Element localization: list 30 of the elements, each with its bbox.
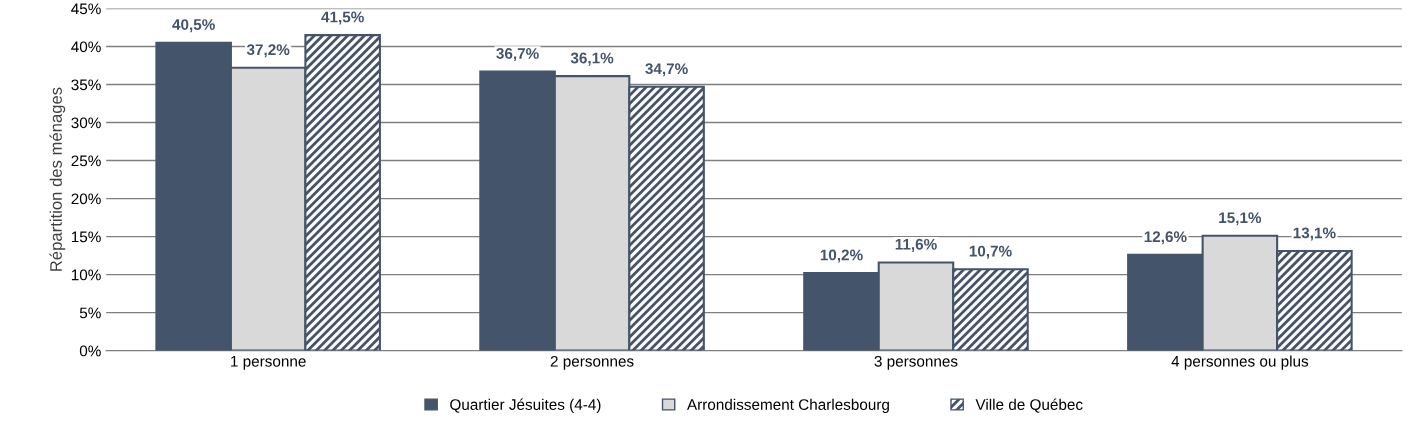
y-tick-label: 15%: [71, 231, 101, 243]
y-axis-title: Répartition des ménages: [49, 87, 66, 271]
data-label: 37,2%: [246, 44, 290, 58]
x-tick-label: 2 personnes: [550, 355, 634, 370]
y-tick-label: 35%: [71, 79, 101, 91]
data-label: 36,1%: [570, 52, 614, 66]
x-tick-label: 4 personnes ou plus: [1171, 355, 1309, 370]
y-tick-label: 45%: [71, 3, 101, 15]
legend-label: Arrondissement Charlesbourg: [686, 398, 889, 413]
y-tick-label: 40%: [71, 41, 101, 53]
data-label: 40,5%: [172, 19, 215, 33]
legend-label: Ville de Québec: [975, 398, 1083, 413]
y-tick-label: 10%: [71, 269, 101, 281]
y-tick-label: 5%: [79, 307, 101, 319]
data-label: 36,7%: [496, 48, 539, 62]
data-label: 34,7%: [645, 63, 688, 77]
data-label: 15,1%: [1219, 212, 1262, 226]
data-label: 10,2%: [820, 249, 863, 263]
x-tick-label: 1 personne: [231, 356, 306, 370]
legend-label: Quartier Jésuites (4-4): [450, 398, 601, 413]
data-label: 41,5%: [321, 11, 364, 25]
y-tick-label: 20%: [71, 193, 101, 205]
y-tick-label: 30%: [71, 117, 101, 129]
x-tick-label: 3 personnes: [874, 355, 958, 370]
y-tick-label: 0%: [79, 345, 101, 357]
y-tick-label: 25%: [71, 155, 101, 167]
data-label: 12,6%: [1144, 231, 1187, 245]
data-label: 11,6%: [895, 238, 937, 252]
data-label: 13,1%: [1293, 227, 1336, 241]
data-label: 10,7%: [969, 245, 1012, 259]
